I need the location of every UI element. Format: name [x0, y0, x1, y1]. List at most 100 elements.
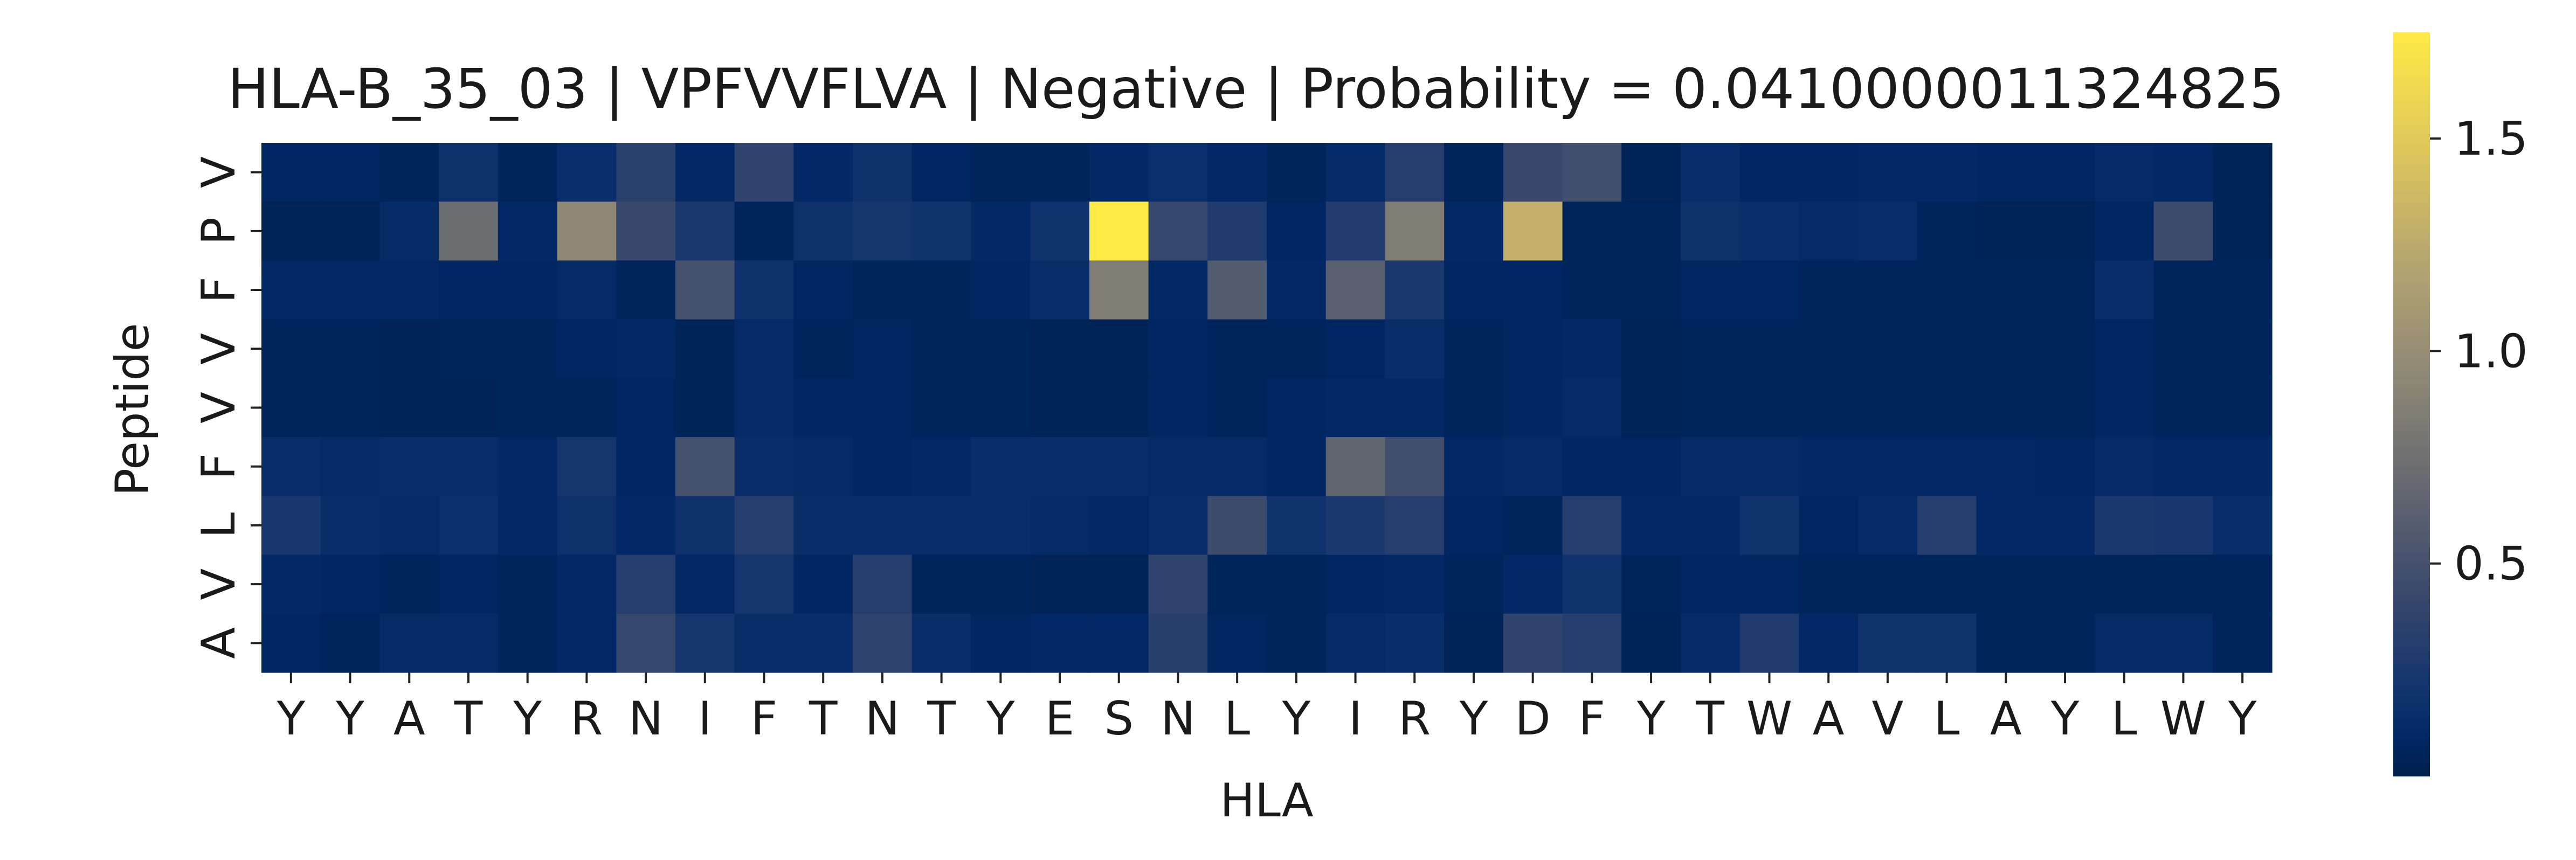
heatmap-cell [616, 554, 676, 614]
heatmap-cell [1858, 378, 1918, 438]
colorbar-segment [2393, 340, 2430, 346]
heatmap-cell [1385, 319, 1445, 379]
heatmap-cell [1562, 378, 1622, 438]
heatmap-cell [793, 496, 853, 556]
heatmap-cell [1562, 202, 1622, 261]
heatmap-cell [971, 554, 1031, 614]
y-tick-label: P [192, 217, 246, 245]
heatmap-cell [1976, 319, 2036, 379]
x-tick-label: L [1224, 692, 1250, 746]
heatmap-cell [320, 437, 381, 496]
heatmap-cell [379, 260, 439, 320]
heatmap-cell [2213, 319, 2273, 379]
colorbar-segment [2393, 64, 2430, 70]
colorbar-tick-label: 0.5 [2454, 537, 2528, 591]
colorbar-segment [2393, 771, 2430, 776]
heatmap-cell [379, 202, 439, 261]
heatmap-cell [1621, 319, 1681, 379]
heatmap-cell [1680, 143, 1741, 202]
heatmap-cell [1976, 202, 2036, 261]
heatmap-cell [1325, 260, 1386, 320]
heatmap-cell [1267, 613, 1327, 673]
colorbar-segment [2393, 526, 2430, 532]
heatmap-cell [1385, 554, 1445, 614]
heatmap-cell [1148, 613, 1208, 673]
colorbar-segment [2393, 749, 2430, 755]
heatmap-cell [320, 613, 381, 673]
heatmap-cell [498, 437, 558, 496]
heatmap-cell [557, 143, 617, 202]
heatmap-cell [1562, 319, 1622, 379]
heatmap-cell [675, 613, 735, 673]
heatmap-cell [793, 143, 853, 202]
heatmap-cell [1267, 260, 1327, 320]
colorbar-segment [2393, 207, 2430, 213]
heatmap-cell [1444, 378, 1504, 438]
heatmap-cell [1739, 496, 1799, 556]
heatmap-cell [1385, 202, 1445, 261]
heatmap-cell [2094, 496, 2154, 556]
heatmap-cell [320, 143, 381, 202]
heatmap-cell [1799, 260, 1859, 320]
heatmap-cell [793, 319, 853, 379]
colorbar-segment [2393, 112, 2430, 118]
y-tick-label: F [192, 453, 246, 480]
heatmap-cell [1680, 202, 1741, 261]
heatmap-cell [1503, 554, 1563, 614]
heatmap-cell [734, 554, 794, 614]
heatmap-cell [734, 496, 794, 556]
colorbar-segment [2393, 462, 2430, 469]
x-axis-label: HLA [1220, 774, 1314, 828]
heatmap-cell [971, 613, 1031, 673]
heatmap-cell [616, 260, 676, 320]
heatmap-cell [2213, 613, 2273, 673]
colorbar-segment [2393, 48, 2430, 54]
heatmap-cell [971, 378, 1031, 438]
y-tick-label: F [192, 276, 246, 303]
x-tick-label: Y [2228, 692, 2257, 746]
heatmap-cell [793, 554, 853, 614]
colorbar-segment [2393, 335, 2430, 341]
heatmap-cell [675, 143, 735, 202]
heatmap-cell [1207, 378, 1267, 438]
heatmap-cell [1858, 260, 1918, 320]
colorbar-segment [2393, 85, 2430, 92]
heatmap-cell [1858, 496, 1918, 556]
heatmap-cell [1267, 143, 1327, 202]
colorbar-segment [2393, 293, 2430, 299]
heatmap-cell [1148, 260, 1208, 320]
colorbar-segment [2393, 478, 2430, 484]
heatmap-cell [971, 496, 1031, 556]
heatmap-cell [1030, 202, 1090, 261]
heatmap-cell [1621, 378, 1681, 438]
colorbar-segment [2393, 144, 2430, 150]
heatmap-cell [2153, 613, 2213, 673]
heatmap-cell [1621, 202, 1681, 261]
heatmap-cell [261, 378, 321, 438]
heatmap-cell [2213, 260, 2273, 320]
heatmap-cell [1680, 319, 1741, 379]
heatmap-cell [1739, 143, 1799, 202]
heatmap-cell [2153, 202, 2213, 261]
heatmap-cell [675, 437, 735, 496]
heatmap-cell [379, 613, 439, 673]
heatmap-cell [1089, 202, 1149, 261]
heatmap-cell [2035, 202, 2095, 261]
heatmap-cell [734, 260, 794, 320]
x-tick-label: R [1398, 692, 1431, 746]
x-tick-label: F [1579, 692, 1605, 746]
colorbar-segment [2393, 637, 2430, 644]
heatmap-cell [1503, 143, 1563, 202]
colorbar-segment [2393, 218, 2430, 224]
colorbar-segment [2393, 531, 2430, 538]
heatmap-cells [261, 143, 2273, 673]
colorbar-segment [2393, 483, 2430, 490]
heatmap-cell [2153, 496, 2213, 556]
heatmap-cell [261, 143, 321, 202]
colorbar-segment [2393, 489, 2430, 495]
colorbar-segment [2393, 733, 2430, 739]
heatmap-cell [1739, 378, 1799, 438]
heatmap-cell [853, 260, 913, 320]
